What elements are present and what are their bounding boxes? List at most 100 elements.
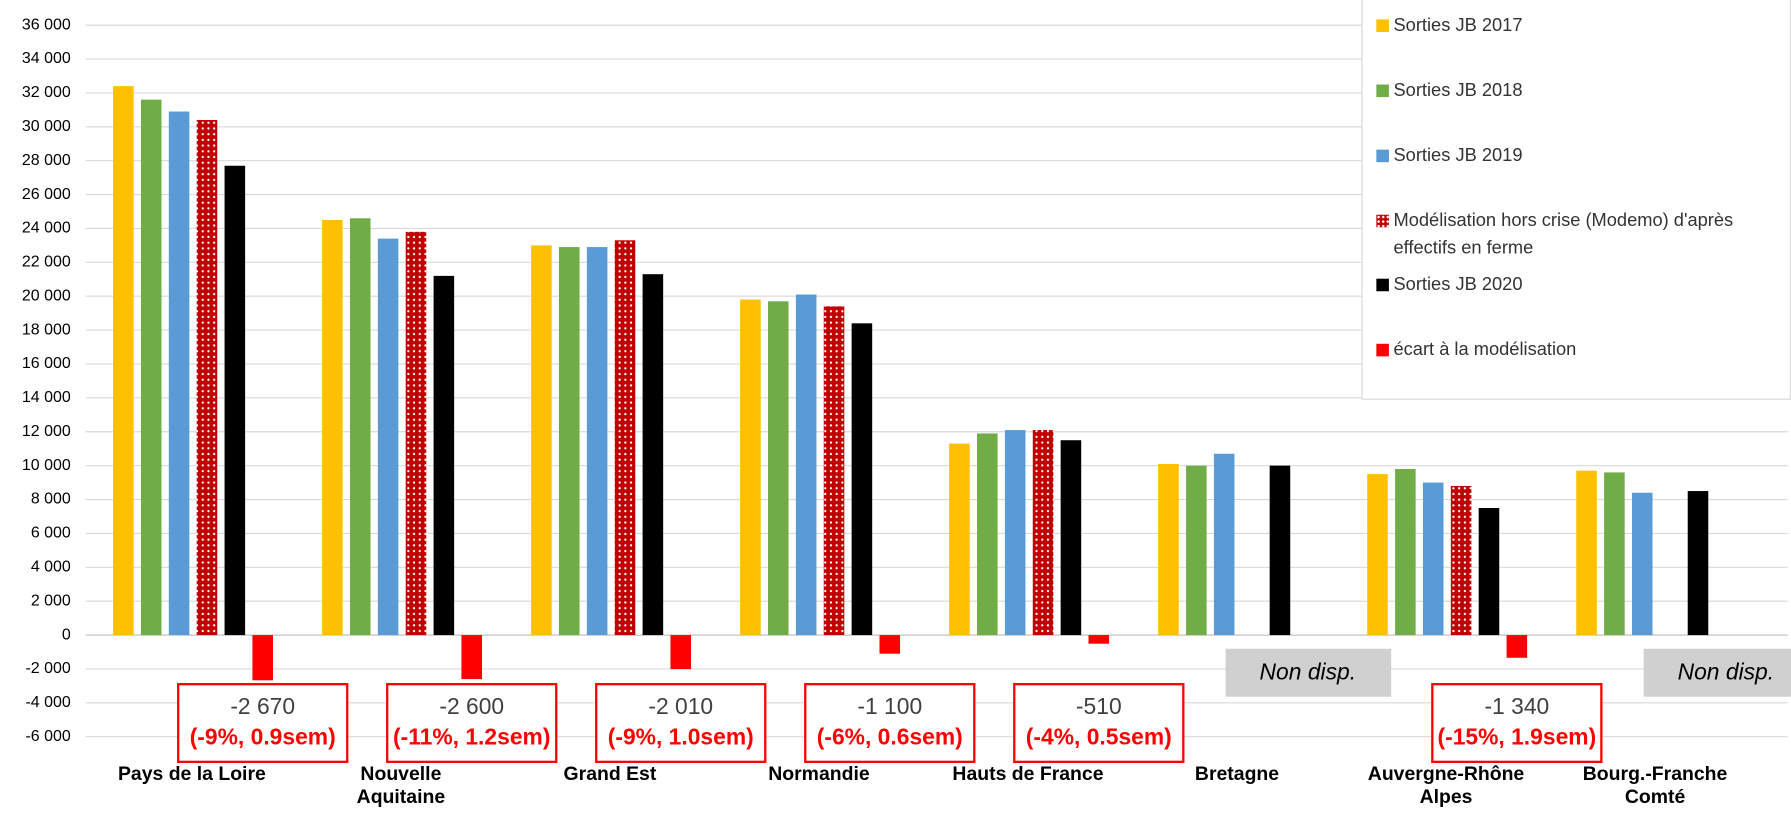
annotation: (-9%, 1.0sem) [607, 725, 754, 751]
y-tick-label: 24 000 [22, 220, 71, 237]
data-label: -2 010 [648, 694, 714, 720]
bar [1604, 472, 1625, 636]
annotation: Non disp. [1643, 648, 1791, 697]
y-tick-label: 28 000 [22, 152, 71, 169]
annotation-box: -1 100 (-6%, 0.6sem) [804, 683, 976, 763]
annotation: Non disp. [1225, 648, 1391, 697]
bar [1395, 469, 1416, 636]
x-tick-label: Normandie [768, 762, 870, 785]
bar [1367, 474, 1388, 636]
annotation: (-4%, 0.5sem) [1025, 725, 1172, 751]
annotation: (-9%, 0.9sem) [189, 725, 336, 751]
bar [322, 219, 343, 636]
y-tick-label: 12 000 [22, 423, 71, 440]
bar [405, 231, 427, 636]
bar [1687, 491, 1709, 636]
bar [823, 306, 845, 636]
y-tick-label: -2 000 [25, 660, 70, 677]
annotation-box: -2 010 (-9%, 1.0sem) [595, 683, 767, 763]
legend-item: Sorties JB 2017 [1376, 13, 1789, 40]
legend-item: Sorties JB 2020 [1376, 272, 1789, 299]
y-tick-label: 0 [62, 626, 71, 643]
data-label: -2 670 [230, 694, 296, 720]
annotation-box: -1 340 (-15%, 1.9sem) [1431, 683, 1603, 763]
bar [168, 111, 190, 636]
bar [1631, 492, 1653, 636]
bar [586, 247, 608, 636]
legend-label: écart à la modélisation [1393, 340, 1577, 360]
bar [851, 323, 873, 636]
bar [1213, 453, 1235, 636]
annotation: (-15%, 1.9sem) [1437, 725, 1597, 751]
legend-item: Sorties JB 2018 [1376, 78, 1789, 105]
bar [1576, 470, 1597, 636]
y-tick-label: 22 000 [22, 254, 71, 271]
legend-label: Modélisation hors crise (Modemo) d'après… [1393, 211, 1734, 259]
legend-swatch [1376, 19, 1389, 32]
legend: Sorties JB 2017 Sorties JB 2018 Sorties JB… [1361, 0, 1791, 400]
bar [1450, 485, 1472, 636]
bar [531, 245, 552, 636]
bar [642, 274, 664, 636]
y-tick-label: 32 000 [22, 84, 71, 101]
y-tick-label: 2 000 [31, 592, 71, 609]
bar [558, 247, 580, 636]
y-tick-label: -6 000 [25, 728, 70, 745]
y-tick-label: 34 000 [22, 50, 71, 67]
y-tick-label: 8 000 [31, 491, 71, 508]
y-tick-label: 10 000 [22, 457, 71, 474]
y-tick-label: -4 000 [25, 694, 70, 711]
annotation-box: -2 600 (-11%, 1.2sem) [386, 683, 558, 763]
x-tick-label: Nouvelle Aquitaine [356, 762, 446, 808]
y-tick-label: 26 000 [22, 186, 71, 203]
bar [1060, 440, 1082, 636]
annotation-box: -2 670 (-9%, 0.9sem) [177, 683, 349, 763]
y-tick-label: 16 000 [22, 355, 71, 372]
y-tick-label: 14 000 [22, 389, 71, 406]
legend-swatch [1376, 214, 1389, 228]
y-tick-label: 4 000 [31, 559, 71, 576]
annotation-box: -510 (-4%, 0.5sem) [1013, 683, 1185, 763]
legend-label: Sorties JB 2017 [1393, 15, 1523, 36]
y-tick-label: 20 000 [22, 287, 71, 304]
legend-item: Modélisation hors crise (Modemo) d'après… [1376, 208, 1789, 263]
x-tick-label: Pays de la Loire [117, 762, 266, 785]
data-label: -1 340 [1484, 694, 1550, 720]
y-tick-label: 18 000 [22, 321, 71, 338]
bar [740, 299, 761, 636]
bar [879, 635, 901, 654]
legend-swatch [1376, 84, 1389, 98]
bar [768, 301, 789, 636]
bar [349, 218, 371, 636]
bar [113, 86, 134, 636]
y-tick-label: 30 000 [22, 118, 71, 135]
legend-label: Sorties JB 2018 [1393, 81, 1523, 101]
bar [252, 635, 273, 681]
legend-swatch [1376, 149, 1389, 163]
bar [461, 635, 483, 680]
bar [377, 238, 399, 636]
annotation: (-6%, 0.6sem) [816, 725, 963, 751]
bar [1088, 635, 1110, 644]
legend-label: Sorties JB 2020 [1393, 275, 1523, 295]
bar [1004, 430, 1026, 636]
x-tick-label: Hauts de France [952, 762, 1104, 785]
annotation: (-11%, 1.2sem) [392, 725, 551, 751]
x-tick-label: Bourg.-Franche Comté [1582, 762, 1728, 808]
bar [670, 635, 692, 670]
x-tick-label: Grand Est [563, 762, 657, 785]
data-label: -2 600 [439, 694, 505, 720]
x-tick-label: Bretagne [1194, 762, 1280, 785]
data-label: -510 [1075, 694, 1122, 720]
legend-label: Sorties JB 2019 [1393, 146, 1523, 166]
legend-item: Sorties JB 2019 [1376, 143, 1789, 170]
bar [1506, 635, 1528, 658]
y-tick-label: 6 000 [31, 525, 71, 542]
bar [433, 275, 455, 636]
legend-swatch [1376, 343, 1389, 357]
bar [614, 240, 636, 636]
x-tick-label: Auvergne-Rhône Alpes [1367, 762, 1525, 808]
y-tick-label: 36 000 [22, 16, 71, 33]
